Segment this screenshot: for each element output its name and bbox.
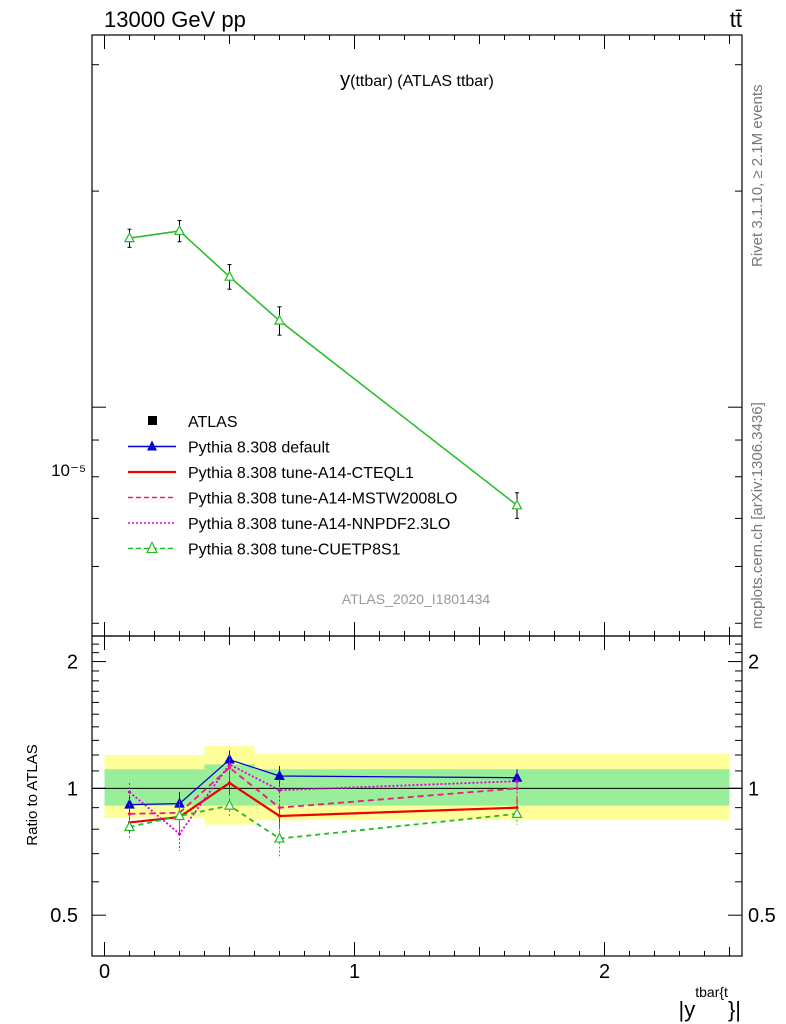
legend-label: Pythia 8.308 tune-A14-CTEQL1 — [188, 465, 414, 482]
legend-label: Pythia 8.308 tune-A14-NNPDF2.3LO — [188, 516, 450, 533]
x-axis-label-sup: tbar{t — [695, 984, 728, 1000]
main-y-tick-label: 10⁻⁵ — [51, 461, 86, 480]
main-point-open-triangle — [224, 270, 235, 281]
ratio-y-tick-label-right: 0.5 — [748, 905, 776, 927]
ratio-point-dot — [515, 779, 519, 783]
series-lines — [128, 230, 518, 840]
ratio-y-axis-label: Ratio to ATLAS — [24, 744, 41, 845]
plot-title-rest: (ttbar) (ATLAS ttbar) — [350, 73, 494, 90]
ratio-x-tick-label: 1 — [349, 961, 360, 983]
legend-label: ATLAS — [188, 414, 238, 431]
main-point-open-triangle — [124, 231, 135, 243]
legend-label: Pythia 8.308 tune-CUETP8S1 — [188, 542, 401, 559]
ratio-x-tick-label: 2 — [599, 961, 610, 983]
ratio-point-dot — [227, 762, 232, 767]
ratio-point-open-triangle — [174, 809, 185, 821]
ratio-point-dot — [515, 786, 519, 790]
legend-marker-square — [148, 416, 157, 425]
ratio-point-open-triangle — [124, 820, 135, 832]
header-left: 13000 GeV pp — [104, 7, 246, 32]
ratio-y-tick-label-left: 2 — [67, 652, 78, 674]
ratio-point-dot — [227, 781, 232, 785]
legend-marker-open-triangle — [146, 541, 158, 554]
ratio-point-dot — [127, 790, 132, 794]
ratio-point-dot — [127, 812, 132, 816]
ratio-x-tick-labels: 0 1 2 — [99, 961, 610, 983]
x-axis-label-base: |y — [679, 997, 696, 1022]
ratio-y-tick-label-right: 1 — [748, 778, 759, 800]
ratio-plot-frame — [91, 635, 743, 957]
legend: ATLAS Pythia 8.308 default Pythia 8.308 tu… — [128, 414, 457, 559]
ratio-point-dot — [177, 832, 182, 836]
plot-title-main: y — [340, 69, 350, 91]
ratio-x-tick-label: 0 — [99, 961, 110, 983]
analysis-watermark: ATLAS_2020_I1801434 — [342, 591, 491, 607]
header-right: tt̄ — [730, 7, 742, 32]
ratio-point-open-triangle — [224, 799, 235, 810]
axis-ticks — [92, 35, 742, 957]
main-point-open-triangle — [274, 314, 285, 325]
x-axis-label-tail: }| — [728, 997, 741, 1022]
ratio-y-tick-labels: 0.5 0.5 1 1 2 2 — [50, 652, 776, 928]
plot-title: y(ttbar) (ATLAS ttbar) — [340, 69, 494, 91]
main-point-open-triangle — [511, 499, 523, 510]
main-point-open-triangle — [174, 224, 185, 236]
series-markers — [124, 220, 523, 857]
ratio-y-tick-label-left: 0.5 — [50, 905, 78, 927]
rivet-info: Rivet 3.1.10, ≥ 2.1M events — [749, 85, 766, 268]
ratio-y-tick-label-left: 1 — [67, 778, 78, 800]
ratio-series-line — [129, 766, 518, 815]
legend-label: Pythia 8.308 default — [188, 440, 330, 457]
ratio-point-dot — [277, 806, 282, 810]
ratio-y-tick-label-right: 2 — [748, 652, 759, 674]
green-band — [354, 769, 730, 806]
ratio-point-dot — [277, 788, 282, 792]
ratio-point-open-triangle — [274, 832, 285, 843]
legend-label: Pythia 8.308 tune-A14-MSTW2008LO — [188, 491, 457, 508]
legend-marker-solid-triangle — [147, 440, 157, 451]
mcplots-info: mcplots.cern.ch [arXiv:1306.3436] — [749, 402, 766, 629]
green-band — [254, 769, 355, 806]
ratio-point-open-triangle — [511, 807, 523, 818]
x-axis-label: |ytbar{t}| — [679, 984, 741, 1022]
